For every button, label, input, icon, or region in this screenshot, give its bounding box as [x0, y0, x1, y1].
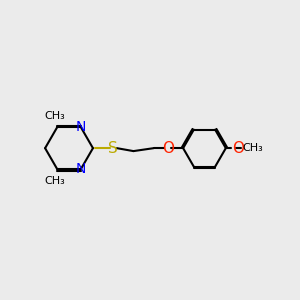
- Text: O: O: [232, 141, 244, 156]
- Text: CH₃: CH₃: [242, 143, 263, 153]
- Text: N: N: [76, 120, 86, 134]
- Text: CH₃: CH₃: [45, 111, 66, 121]
- Text: CH₃: CH₃: [45, 176, 66, 185]
- Text: S: S: [108, 141, 118, 156]
- Text: N: N: [76, 162, 86, 176]
- Text: O: O: [162, 141, 174, 156]
